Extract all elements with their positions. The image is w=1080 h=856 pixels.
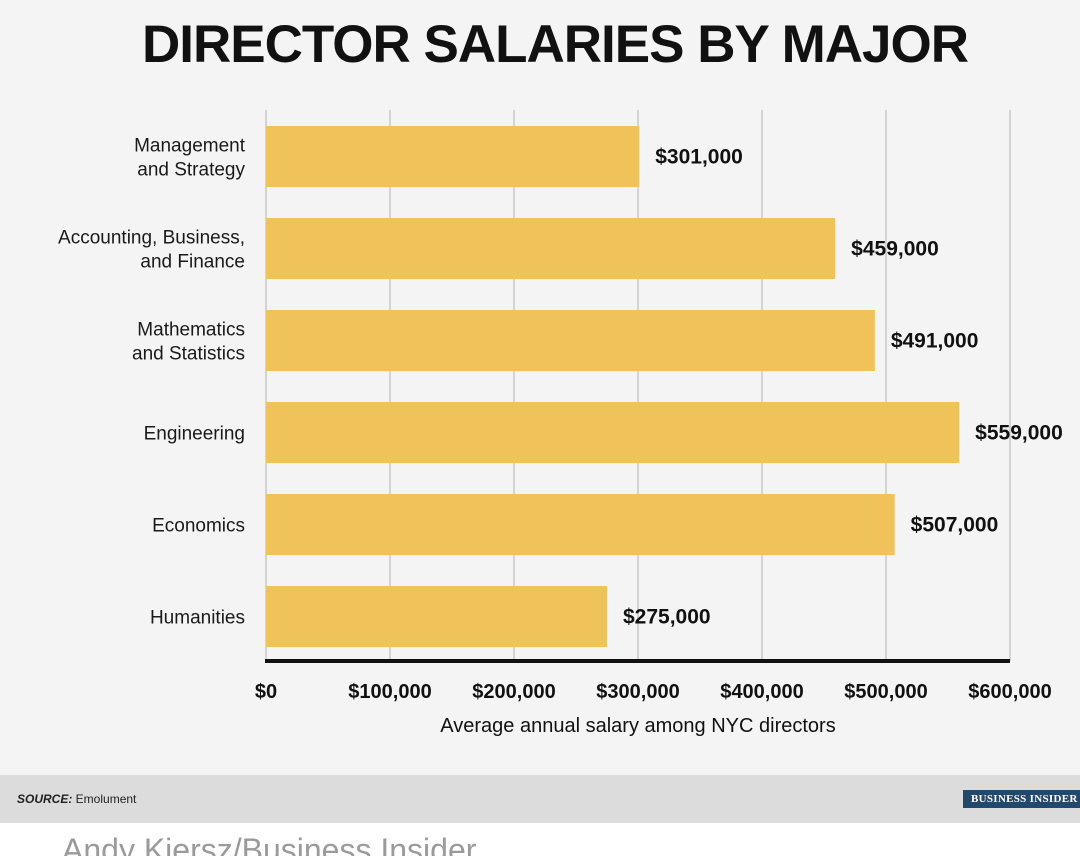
value-label: $559,000 xyxy=(975,422,1063,445)
source-prefix: SOURCE: xyxy=(17,792,73,806)
x-tick-label: $500,000 xyxy=(844,681,927,703)
category-label: Engineering xyxy=(144,424,245,445)
source-footer: SOURCE: Emolument BUSINESS INSIDER xyxy=(0,775,1080,823)
value-label: $301,000 xyxy=(655,146,743,169)
bar xyxy=(266,494,895,555)
chart-title: DIRECTOR SALARIES BY MAJOR xyxy=(141,15,969,74)
x-tick-label: $200,000 xyxy=(472,681,555,703)
business-insider-logo: BUSINESS INSIDER xyxy=(963,790,1080,808)
bar xyxy=(266,402,960,463)
x-tick-label: $100,000 xyxy=(348,681,431,703)
bar xyxy=(266,310,875,371)
chart-panel: DIRECTOR SALARIES BY MAJOR $301,000 Manag… xyxy=(0,0,1080,775)
x-tick-label: $400,000 xyxy=(720,681,803,703)
x-axis-title: Average annual salary among NYC director… xyxy=(440,715,835,737)
category-label: Economics xyxy=(152,516,245,537)
category-label: Management xyxy=(134,136,246,157)
bar xyxy=(266,126,640,187)
x-tick-label: $600,000 xyxy=(968,681,1051,703)
category-label: and Strategy xyxy=(137,160,245,181)
x-tick-label: $300,000 xyxy=(596,681,679,703)
image-credit: Andy Kiersz/Business Insider xyxy=(62,832,477,856)
category-label: Accounting, Business, xyxy=(58,228,245,249)
bar xyxy=(266,218,836,279)
category-label: and Statistics xyxy=(132,344,245,365)
value-label: $275,000 xyxy=(623,606,711,629)
category-label: Humanities xyxy=(150,608,245,629)
value-label: $459,000 xyxy=(851,238,939,261)
source-name: Emolument xyxy=(72,792,137,806)
source-note: SOURCE: Emolument xyxy=(17,792,136,806)
bar xyxy=(266,586,607,647)
value-label: $491,000 xyxy=(891,330,979,353)
value-label: $507,000 xyxy=(911,514,999,537)
category-label: Mathematics xyxy=(137,320,245,341)
category-label: and Finance xyxy=(140,252,245,273)
x-tick-label: $0 xyxy=(255,681,277,703)
bar-chart: $301,000 Management and Strategy $459,000 Ac… xyxy=(58,110,1063,737)
